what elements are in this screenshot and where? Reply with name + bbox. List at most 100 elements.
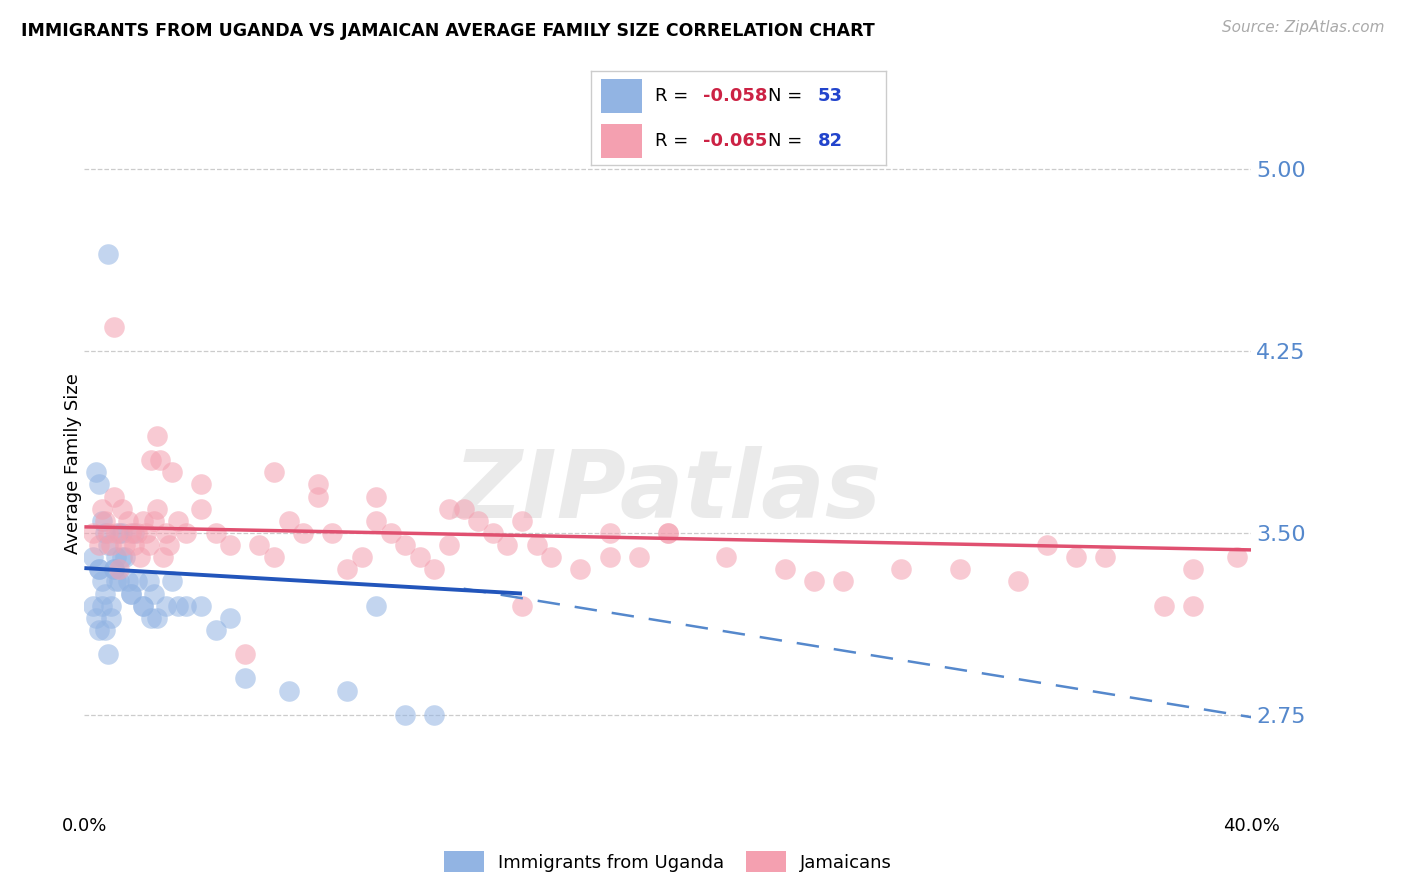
Point [1181, 562, 1204, 576]
Bar [600, 78, 643, 112]
Point [336, 562, 359, 576]
Point [84, 611, 107, 625]
Point [82, 550, 104, 565]
Point [890, 562, 912, 576]
Point [204, 623, 226, 637]
Point [569, 562, 592, 576]
Point [832, 574, 855, 589]
Text: Source: ZipAtlas.com: Source: ZipAtlas.com [1222, 20, 1385, 35]
Point [599, 525, 621, 540]
Point [114, 550, 136, 565]
Point [108, 574, 131, 589]
Point [125, 574, 148, 589]
Point [366, 514, 388, 528]
Point [249, 538, 271, 552]
Point [526, 538, 548, 552]
Point [105, 574, 128, 589]
Point [94, 586, 117, 600]
Point [132, 514, 155, 528]
Point [90, 599, 112, 613]
Point [453, 501, 475, 516]
Point [97, 525, 120, 540]
Point [366, 599, 388, 613]
Point [100, 611, 122, 625]
Y-axis label: Average Family Size: Average Family Size [65, 374, 82, 554]
Point [160, 466, 183, 480]
Point [510, 599, 533, 613]
Point [336, 683, 359, 698]
Point [1066, 550, 1088, 565]
Point [292, 525, 315, 540]
Point [114, 538, 136, 552]
Point [143, 586, 166, 600]
Point [84, 466, 107, 480]
Point [773, 562, 796, 576]
Point [120, 586, 142, 600]
Point [307, 477, 329, 491]
Point [409, 550, 432, 565]
Point [1153, 599, 1175, 613]
Point [108, 562, 131, 576]
Point [87, 562, 110, 576]
Point [111, 501, 134, 516]
Point [97, 647, 120, 661]
Point [423, 707, 446, 722]
Point [1226, 550, 1249, 565]
Point [423, 562, 446, 576]
Point [100, 599, 122, 613]
Text: IMMIGRANTS FROM UGANDA VS JAMAICAN AVERAGE FAMILY SIZE CORRELATION CHART: IMMIGRANTS FROM UGANDA VS JAMAICAN AVERA… [21, 22, 875, 40]
Point [437, 538, 460, 552]
Point [155, 599, 177, 613]
Point [138, 538, 160, 552]
Point [146, 429, 169, 443]
Point [321, 525, 343, 540]
Point [233, 647, 256, 661]
Point [1036, 538, 1059, 552]
Point [117, 514, 139, 528]
Text: N =: N = [768, 87, 807, 104]
Point [394, 707, 416, 722]
Point [204, 525, 226, 540]
Point [1094, 550, 1116, 565]
Point [87, 623, 110, 637]
Point [111, 525, 134, 540]
Point [467, 514, 489, 528]
Point [366, 490, 388, 504]
Point [90, 501, 112, 516]
Point [103, 490, 125, 504]
Point [103, 562, 125, 576]
Text: ZIPatlas: ZIPatlas [454, 446, 882, 538]
Point [380, 525, 402, 540]
Point [149, 453, 172, 467]
Point [100, 538, 122, 552]
Point [394, 538, 416, 552]
Point [166, 599, 188, 613]
Point [135, 525, 157, 540]
Point [176, 525, 198, 540]
Point [120, 525, 142, 540]
Text: -0.058: -0.058 [703, 87, 768, 104]
Text: 82: 82 [818, 132, 844, 150]
Point [263, 550, 285, 565]
Point [128, 550, 150, 565]
Point [94, 514, 117, 528]
Point [657, 525, 679, 540]
Point [540, 550, 562, 565]
Point [481, 525, 505, 540]
Point [103, 319, 125, 334]
Point [263, 466, 285, 480]
Point [1007, 574, 1029, 589]
Point [141, 611, 163, 625]
Point [176, 599, 198, 613]
Point [627, 550, 650, 565]
Point [277, 514, 299, 528]
Point [122, 525, 145, 540]
Text: R =: R = [655, 132, 695, 150]
Point [87, 562, 110, 576]
Point [949, 562, 972, 576]
Point [190, 501, 212, 516]
Point [437, 501, 460, 516]
Point [120, 586, 142, 600]
Point [716, 550, 738, 565]
Point [190, 599, 212, 613]
